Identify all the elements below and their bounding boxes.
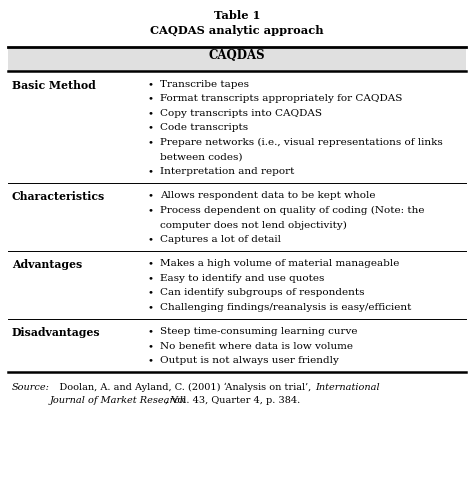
Text: Interpretation and report: Interpretation and report (160, 167, 294, 176)
Text: •: • (148, 191, 154, 200)
Text: Characteristics: Characteristics (12, 191, 105, 202)
Text: •: • (148, 259, 154, 268)
Text: •: • (148, 327, 154, 336)
Text: Process dependent on quality of coding (Note: the: Process dependent on quality of coding (… (160, 205, 425, 215)
Bar (8, 48, 466, 72)
Text: •: • (148, 303, 154, 311)
Text: Prepare networks (i.e., visual representations of links: Prepare networks (i.e., visual represent… (160, 138, 443, 147)
Text: CAQDAS: CAQDAS (209, 49, 265, 62)
Text: •: • (148, 205, 154, 215)
Text: Transcribe tapes: Transcribe tapes (160, 80, 249, 89)
Text: •: • (148, 123, 154, 132)
Text: Can identify subgroups of respondents: Can identify subgroups of respondents (160, 288, 365, 297)
Text: •: • (148, 341, 154, 350)
Text: •: • (148, 356, 154, 365)
Text: Format transcripts appropriately for CAQDAS: Format transcripts appropriately for CAQ… (160, 94, 402, 103)
Text: •: • (148, 80, 154, 89)
Text: Steep time-consuming learning curve: Steep time-consuming learning curve (160, 327, 357, 336)
Text: Easy to identify and use quotes: Easy to identify and use quotes (160, 273, 324, 283)
Text: computer does not lend objectivity): computer does not lend objectivity) (160, 220, 347, 229)
Text: •: • (148, 235, 154, 244)
Text: Output is not always user friendly: Output is not always user friendly (160, 356, 339, 365)
Text: Copy transcripts into CAQDAS: Copy transcripts into CAQDAS (160, 109, 322, 118)
Text: Advantages: Advantages (12, 259, 82, 270)
Text: Code transcripts: Code transcripts (160, 123, 248, 132)
Text: , Vol. 43, Quarter 4, p. 384.: , Vol. 43, Quarter 4, p. 384. (165, 395, 300, 404)
Text: Table 1: Table 1 (214, 10, 260, 21)
Text: •: • (148, 94, 154, 103)
Text: •: • (148, 288, 154, 297)
Text: •: • (148, 109, 154, 118)
Text: Disadvantages: Disadvantages (12, 327, 100, 338)
Text: Makes a high volume of material manageable: Makes a high volume of material manageab… (160, 259, 400, 268)
Text: Source:: Source: (12, 382, 50, 391)
Text: Allows respondent data to be kept whole: Allows respondent data to be kept whole (160, 191, 375, 200)
Text: Challenging findings/reanalysis is easy/efficient: Challenging findings/reanalysis is easy/… (160, 303, 411, 311)
Text: No benefit where data is low volume: No benefit where data is low volume (160, 341, 353, 350)
Text: Journal of Market Research: Journal of Market Research (50, 395, 187, 404)
Text: Basic Method: Basic Method (12, 80, 96, 91)
Text: International: International (315, 382, 380, 391)
Text: between codes): between codes) (160, 152, 243, 161)
Text: •: • (148, 273, 154, 283)
Text: •: • (148, 167, 154, 176)
Text: Doolan, A. and Ayland, C. (2001) ‘Analysis on trial’,: Doolan, A. and Ayland, C. (2001) ‘Analys… (50, 382, 314, 391)
Text: Captures a lot of detail: Captures a lot of detail (160, 235, 281, 244)
Text: CAQDAS analytic approach: CAQDAS analytic approach (150, 25, 324, 36)
Text: •: • (148, 138, 154, 147)
